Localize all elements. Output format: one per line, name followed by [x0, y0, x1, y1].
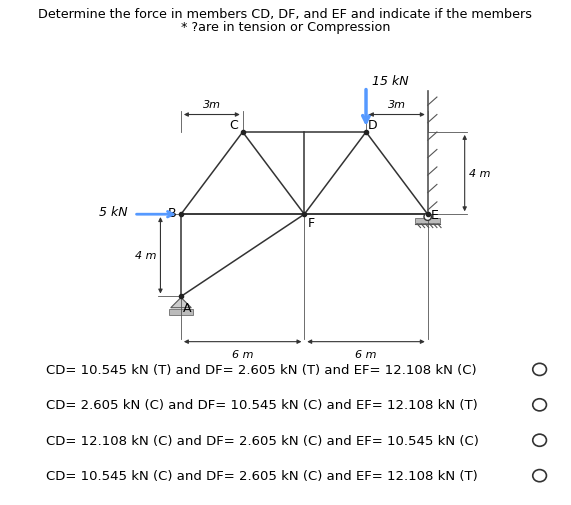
Bar	[415, 218, 440, 224]
Text: Determine the force in members CD, DF, and EF and indicate if the members: Determine the force in members CD, DF, a…	[38, 8, 533, 21]
Text: 3m: 3m	[203, 100, 221, 110]
Polygon shape	[171, 298, 191, 308]
Text: 15 kN: 15 kN	[372, 75, 409, 88]
Text: B: B	[167, 206, 176, 219]
Circle shape	[424, 214, 431, 221]
Text: CD= 12.108 kN (C) and DF= 2.605 kN (C) and EF= 10.545 kN (C): CD= 12.108 kN (C) and DF= 2.605 kN (C) a…	[46, 434, 478, 447]
Bar	[168, 310, 194, 315]
Text: 4 m: 4 m	[469, 169, 490, 179]
Text: A: A	[183, 301, 191, 315]
Text: 6 m: 6 m	[232, 349, 254, 359]
Text: E: E	[431, 208, 439, 221]
Text: 6 m: 6 m	[355, 349, 377, 359]
Text: CD= 10.545 kN (C) and DF= 2.605 kN (C) and EF= 12.108 kN (T): CD= 10.545 kN (C) and DF= 2.605 kN (C) a…	[46, 469, 477, 482]
Text: 5 kN: 5 kN	[99, 205, 127, 218]
Text: 3m: 3m	[388, 100, 406, 110]
Text: * ?are in tension or Compression: * ?are in tension or Compression	[181, 21, 390, 34]
Text: D: D	[367, 119, 377, 132]
Text: 4 m: 4 m	[135, 251, 156, 261]
Text: CD= 10.545 kN (T) and DF= 2.605 kN (T) and EF= 12.108 kN (C): CD= 10.545 kN (T) and DF= 2.605 kN (T) a…	[46, 363, 476, 376]
Text: F: F	[308, 217, 315, 229]
Text: CD= 2.605 kN (C) and DF= 10.545 kN (C) and EF= 12.108 kN (T): CD= 2.605 kN (C) and DF= 10.545 kN (C) a…	[46, 398, 477, 412]
Text: C: C	[229, 119, 238, 132]
